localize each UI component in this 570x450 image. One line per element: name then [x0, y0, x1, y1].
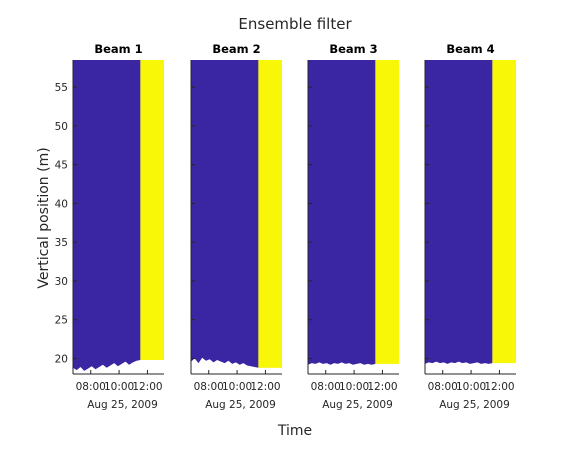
x-date-label: Aug 25, 2009: [439, 399, 510, 411]
x-tick-label: 08:00: [428, 381, 458, 393]
panel-title: Beam 3: [329, 42, 377, 56]
x-tick-label: 12:00: [250, 381, 280, 393]
x-tick-label: 10:00: [104, 381, 134, 393]
panel-title: Beam 1: [94, 42, 142, 56]
y-tick-label: 50: [55, 121, 68, 133]
retained-data-region: [73, 60, 141, 371]
y-tick-label: 30: [55, 276, 68, 288]
x-date-label: Aug 25, 2009: [87, 399, 158, 411]
x-tick-label: 10:00: [339, 381, 369, 393]
y-tick-label: 20: [55, 353, 68, 365]
y-tick-label: 45: [55, 160, 68, 172]
x-date-label: Aug 25, 2009: [205, 399, 276, 411]
x-tick-label: 12:00: [132, 381, 162, 393]
x-axis-label: Time: [277, 423, 312, 439]
x-tick-label: 10:00: [222, 381, 252, 393]
y-tick-label: 55: [55, 82, 68, 94]
y-tick-label: 35: [55, 237, 68, 249]
flagged-data-region: [492, 60, 516, 364]
flagged-data-region: [258, 60, 282, 368]
y-tick-label: 25: [55, 315, 68, 327]
flagged-data-region: [140, 60, 164, 360]
retained-data-region: [425, 60, 493, 364]
panel-title: Beam 2: [212, 42, 260, 56]
x-tick-label: 08:00: [311, 381, 341, 393]
x-tick-label: 10:00: [456, 381, 486, 393]
panel-title: Beam 4: [446, 42, 494, 56]
x-date-label: Aug 25, 2009: [322, 399, 393, 411]
x-tick-label: 08:00: [194, 381, 224, 393]
y-tick-label: 40: [55, 198, 68, 210]
y-axis-label: Vertical position (m): [36, 147, 52, 288]
retained-data-region: [191, 60, 259, 368]
x-tick-label: 12:00: [367, 381, 397, 393]
chart-title: Ensemble filter: [238, 15, 352, 33]
retained-data-region: [308, 60, 376, 365]
flagged-data-region: [375, 60, 399, 364]
x-tick-label: 08:00: [76, 381, 106, 393]
x-tick-label: 12:00: [484, 381, 514, 393]
